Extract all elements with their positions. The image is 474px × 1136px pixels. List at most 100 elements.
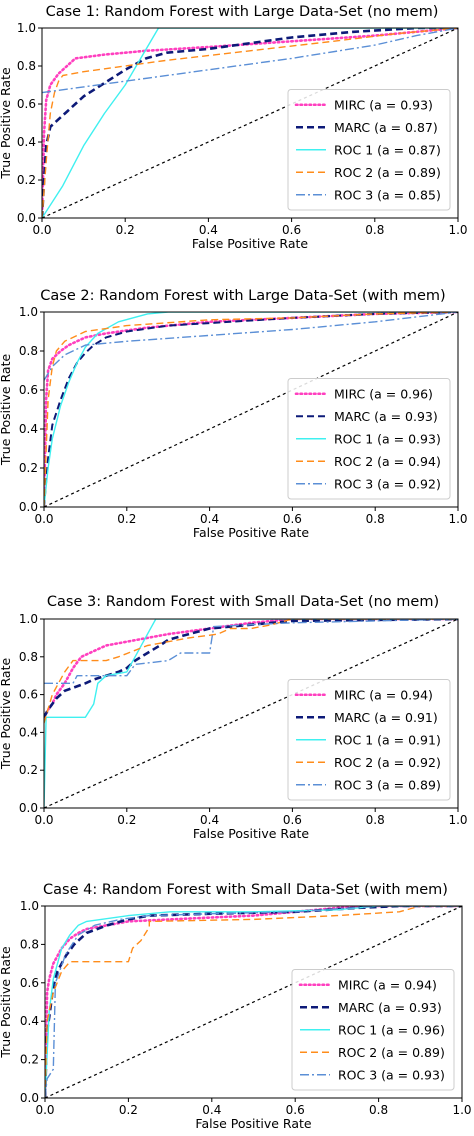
x-tick-label: 0.2 <box>117 512 136 526</box>
y-tick-label: 0.4 <box>17 135 36 149</box>
legend-entry-label: ROC 1 (a = 0.91) <box>334 732 441 747</box>
chart-panel-3: Case 3: Random Forest with Small Data-Se… <box>0 594 468 841</box>
x-tick-label: 1.0 <box>448 813 467 827</box>
series-line-marc- <box>42 28 458 218</box>
legend-box <box>287 378 451 500</box>
x-tick-label: 0.4 <box>200 512 219 526</box>
chance-diagonal-line <box>45 906 462 1098</box>
legend-entry-label: MIRC (a = 0.96) <box>334 386 433 401</box>
y-axis-label: True Positive Rate <box>0 658 13 771</box>
series-group <box>44 619 458 808</box>
series-line-roc-1 <box>44 619 458 808</box>
y-tick-label: 0.4 <box>20 1014 39 1028</box>
series-line-roc-1 <box>44 312 458 507</box>
x-tick-label: 0.0 <box>35 1103 54 1117</box>
series-line-roc-3 <box>42 28 458 94</box>
legend-entry-label: ROC 2 (a = 0.89) <box>334 165 441 180</box>
x-tick-label: 0.2 <box>117 813 136 827</box>
series-line-roc-3 <box>44 312 458 381</box>
x-tick-label: 0.2 <box>119 1103 138 1117</box>
y-tick-label: 0.6 <box>19 383 38 397</box>
x-tick-label: 1.0 <box>448 512 467 526</box>
y-tick-label: 0.0 <box>20 1091 39 1105</box>
legend-entry-label: MIRC (a = 0.94) <box>338 977 437 992</box>
y-tick-label: 0.0 <box>19 500 38 514</box>
plot-frame <box>41 27 459 219</box>
legend-entry-label: ROC 3 (a = 0.85) <box>334 187 441 202</box>
y-tick-label: 0.2 <box>19 461 38 475</box>
x-tick-label: 0.0 <box>32 223 51 237</box>
series-group <box>42 28 458 218</box>
x-tick-label: 1.0 <box>448 223 467 237</box>
legend-entry-label: MARC (a = 0.91) <box>334 710 438 725</box>
series-group <box>44 312 458 507</box>
legend-box <box>287 679 451 801</box>
series-line-roc-3 <box>45 906 462 1098</box>
chart-panel-2: Case 2: Random Forest with Large Data-Se… <box>0 288 468 540</box>
series-group <box>45 906 462 1098</box>
chance-diagonal-line <box>42 28 458 218</box>
series-line-mirc- <box>42 28 458 218</box>
y-tick-label: 0.4 <box>19 725 38 739</box>
x-tick-label: 0.8 <box>369 1103 388 1117</box>
y-axis-label: True Positive Rate <box>0 67 13 180</box>
y-tick-label: 1.0 <box>20 899 39 913</box>
x-tick-label: 0.0 <box>34 813 53 827</box>
legend-entry-label: ROC 3 (a = 0.93) <box>338 1067 445 1082</box>
legend-entry-label: ROC 1 (a = 0.87) <box>334 142 441 157</box>
plot-frame <box>43 618 459 809</box>
plot-frame <box>43 311 459 508</box>
y-tick-label: 1.0 <box>19 612 38 626</box>
chance-diagonal-line <box>44 312 458 507</box>
y-tick-label: 1.0 <box>17 21 36 35</box>
y-tick-label: 0.6 <box>19 688 38 702</box>
legend-box <box>291 969 455 1091</box>
legend-entry-label: ROC 2 (a = 0.94) <box>334 454 441 469</box>
y-tick-label: 0.0 <box>17 211 36 225</box>
x-tick-label: 0.6 <box>286 1103 305 1117</box>
legend-box <box>287 89 451 211</box>
chart-title: Case 1: Random Forest with Large Data-Se… <box>46 4 439 20</box>
x-tick-label: 0.8 <box>366 512 385 526</box>
legend-entry-label: ROC 2 (a = 0.92) <box>334 755 441 770</box>
legend: MIRC (a = 0.96) MARC (a = 0.93) ROC 1 (a =… <box>287 378 451 500</box>
series-line-roc-3 <box>44 619 458 684</box>
x-tick-label: 0.6 <box>283 512 302 526</box>
x-tick-label: 0.6 <box>283 813 302 827</box>
y-tick-label: 0.2 <box>19 763 38 777</box>
legend-entry-label: ROC 1 (a = 0.93) <box>334 431 441 446</box>
plot-frame <box>44 905 463 1099</box>
y-tick-label: 0.2 <box>20 1053 39 1067</box>
legend-entry-label: ROC 2 (a = 0.89) <box>338 1045 445 1060</box>
legend-entry-label: ROC 3 (a = 0.89) <box>334 777 441 792</box>
legend-entry-label: MIRC (a = 0.94) <box>334 687 433 702</box>
y-tick-label: 0.8 <box>19 344 38 358</box>
legend: MIRC (a = 0.94) MARC (a = 0.93) ROC 1 (a =… <box>291 969 455 1091</box>
x-tick-label: 1.0 <box>452 1103 471 1117</box>
legend-entry-label: MIRC (a = 0.93) <box>334 97 433 112</box>
chart-panel-1: Case 1: Random Forest with Large Data-Se… <box>0 4 468 251</box>
chance-diagonal-line <box>44 619 458 808</box>
x-tick-label: 0.4 <box>202 1103 221 1117</box>
x-tick-label: 0.0 <box>34 512 53 526</box>
chart-panel-4: Case 4: Random Forest with Small Data-Se… <box>0 882 472 1131</box>
series-line-roc-1 <box>45 906 462 1098</box>
x-axis-label: False Positive Rate <box>193 525 309 540</box>
y-tick-label: 0.8 <box>20 937 39 951</box>
y-tick-label: 0.6 <box>20 976 39 990</box>
legend-entry-label: ROC 1 (a = 0.96) <box>338 1022 445 1037</box>
legend: MIRC (a = 0.94) MARC (a = 0.91) ROC 1 (a =… <box>287 679 451 801</box>
y-tick-label: 0.2 <box>17 173 36 187</box>
legend-entry-label: MARC (a = 0.87) <box>334 120 438 135</box>
chart-title: Case 4: Random Forest with Small Data-Se… <box>43 882 448 898</box>
legend-entry-label: MARC (a = 0.93) <box>338 1000 442 1015</box>
x-tick-label: 0.8 <box>366 813 385 827</box>
y-axis-label: True Positive Rate <box>0 946 13 1059</box>
y-tick-label: 1.0 <box>19 305 38 319</box>
y-tick-label: 0.8 <box>17 59 36 73</box>
series-line-roc-1 <box>42 28 458 218</box>
y-tick-label: 0.8 <box>19 650 38 664</box>
legend-entry-label: MARC (a = 0.93) <box>334 409 438 424</box>
chart-title: Case 3: Random Forest with Small Data-Se… <box>47 594 439 610</box>
